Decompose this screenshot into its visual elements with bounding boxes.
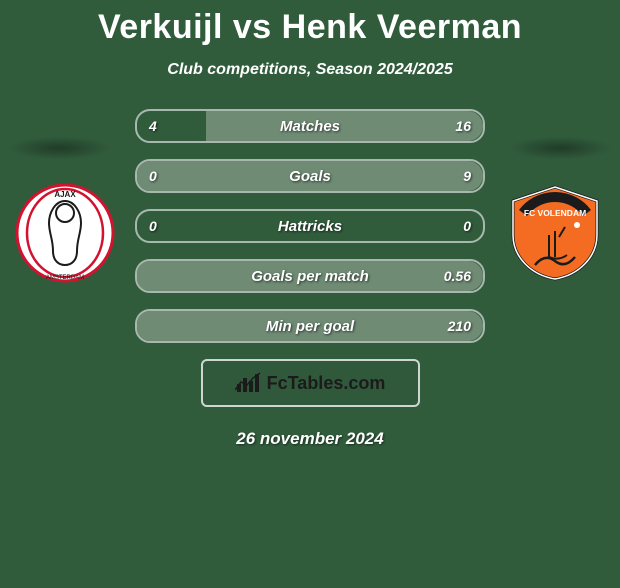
stat-value-right: 16 — [455, 118, 471, 134]
stat-value-left: 0 — [149, 218, 157, 234]
stats-container: 4 Matches 16 0 Goals 9 0 Hattricks 0 Goals per ma… — [135, 109, 485, 343]
shadow-left — [7, 136, 112, 160]
club-logo-left: AJAX AMSTERDAM — [15, 183, 115, 288]
stat-value-right: 210 — [448, 318, 471, 334]
stat-label: Hattricks — [278, 218, 342, 235]
stat-row: 0 Hattricks 0 — [135, 209, 485, 243]
ajax-badge-icon: AJAX AMSTERDAM — [15, 183, 115, 283]
stat-value-right: 0.56 — [444, 268, 471, 284]
stat-label: Matches — [280, 118, 340, 135]
stat-value-left: 0 — [149, 168, 157, 184]
stat-value-left: 4 — [149, 118, 157, 134]
svg-text:AMSTERDAM: AMSTERDAM — [46, 275, 84, 281]
stat-value-right: 9 — [463, 168, 471, 184]
stat-row: 0 Goals 9 — [135, 159, 485, 193]
bar-chart-icon — [235, 372, 261, 394]
brand-box: FcTables.com — [201, 359, 420, 407]
svg-text:AJAX: AJAX — [54, 190, 76, 199]
club-logo-right: FC VOLENDAM — [505, 183, 605, 288]
page-title: Verkuijl vs Henk Veerman — [0, 8, 620, 47]
stat-value-right: 0 — [463, 218, 471, 234]
shadow-right — [508, 136, 613, 160]
stat-row: Min per goal 210 — [135, 309, 485, 343]
date-text: 26 november 2024 — [0, 429, 620, 449]
stat-fill-right — [206, 111, 483, 141]
brand-text: FcTables.com — [267, 373, 386, 394]
stat-row: Goals per match 0.56 — [135, 259, 485, 293]
stat-label: Goals per match — [251, 268, 369, 285]
stat-label: Goals — [289, 168, 331, 185]
stat-row: 4 Matches 16 — [135, 109, 485, 143]
volendam-badge-icon: FC VOLENDAM — [505, 183, 605, 283]
svg-text:FC VOLENDAM: FC VOLENDAM — [524, 208, 586, 218]
stat-label: Min per goal — [266, 318, 354, 335]
page-subtitle: Club competitions, Season 2024/2025 — [0, 61, 620, 79]
